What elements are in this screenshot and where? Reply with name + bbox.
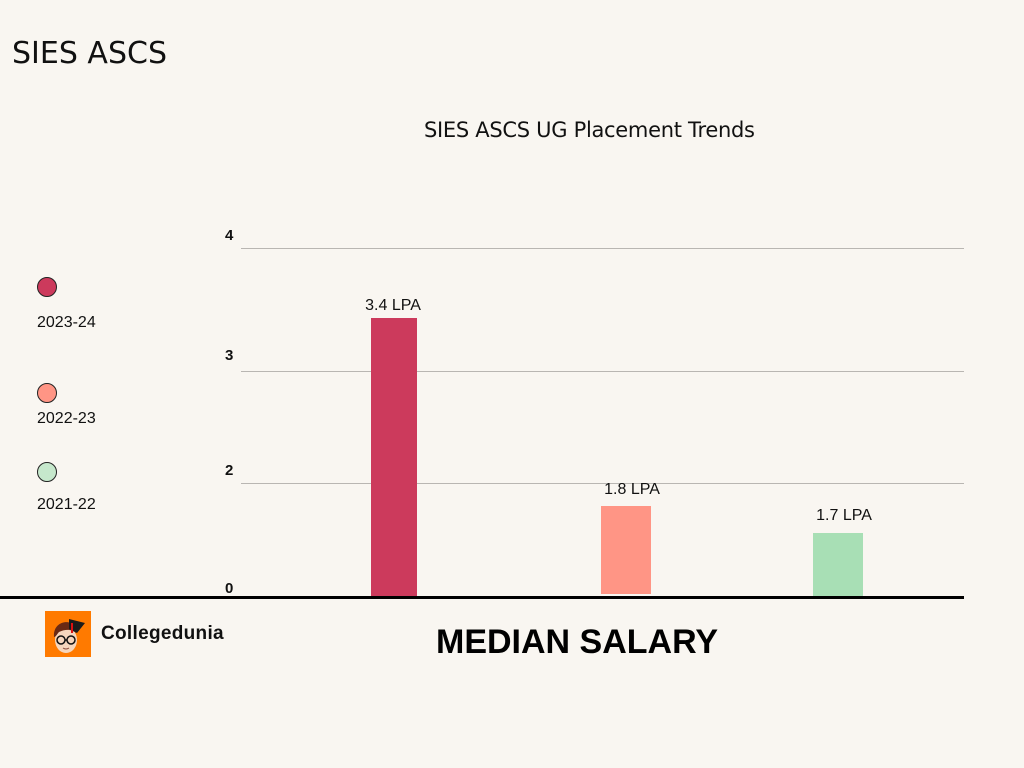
y-tick-0: 0 — [225, 580, 234, 597]
bar-2022-23 — [601, 506, 651, 594]
gridline-2 — [241, 483, 964, 484]
bar-value-label: 1.8 LPA — [604, 481, 660, 498]
collegedunia-logo-text: Collegedunia — [101, 623, 224, 644]
x-axis-label: MEDIAN SALARY — [436, 623, 719, 661]
y-tick-4: 4 — [225, 227, 234, 244]
legend-swatch-2022-23 — [37, 383, 57, 403]
legend-label-2021-22: 2021-22 — [37, 496, 96, 513]
x-axis-line — [0, 596, 964, 599]
gridline-4 — [241, 248, 964, 249]
collegedunia-logo-icon — [45, 611, 91, 657]
legend-swatch-2023-24 — [37, 277, 57, 297]
legend-swatch-2021-22 — [37, 462, 57, 482]
bar-2023-24 — [371, 318, 417, 597]
y-tick-3: 3 — [225, 347, 234, 364]
bar-value-label: 3.4 LPA — [365, 297, 421, 314]
legend-label-2023-24: 2023-24 — [37, 314, 96, 331]
legend-label-2022-23: 2022-23 — [37, 410, 96, 427]
page-title: SIES ASCS — [12, 36, 167, 71]
gridline-3 — [241, 371, 964, 372]
chart-title: SIES ASCS UG Placement Trends — [424, 118, 755, 142]
bar-value-label: 1.7 LPA — [816, 507, 872, 524]
y-tick-2: 2 — [225, 462, 234, 479]
bar-2021-22 — [813, 533, 863, 597]
